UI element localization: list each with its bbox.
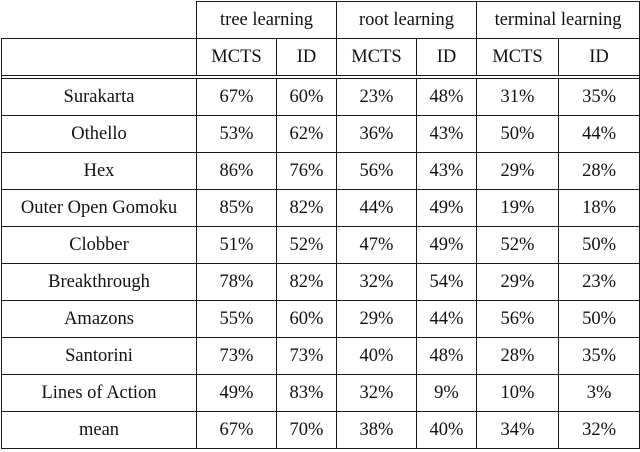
value-cell: 32% <box>336 263 417 301</box>
value-cell: 40% <box>336 337 417 375</box>
value-cell: 18% <box>558 189 640 227</box>
subheader-empty-cell <box>1 38 197 76</box>
value-cell: 29% <box>476 263 560 301</box>
value-cell: 50% <box>558 226 640 264</box>
value-cell: 78% <box>196 263 277 301</box>
header-corner <box>1 1 197 39</box>
game-name-cell: Breakthrough <box>1 263 197 301</box>
value-cell: 51% <box>196 226 277 264</box>
subheader-cell: ID <box>558 38 640 76</box>
value-cell: 67% <box>196 411 277 449</box>
value-cell: 82% <box>276 189 337 227</box>
game-name-cell: mean <box>1 411 197 449</box>
value-cell: 35% <box>558 78 640 116</box>
group-header-terminal-learning: terminal learning <box>476 1 640 39</box>
value-cell: 60% <box>276 78 337 116</box>
value-cell: 50% <box>558 300 640 338</box>
table-row: Outer Open Gomoku 85% 82% 44% 49% 19% 18% <box>1 189 640 227</box>
value-cell: 52% <box>276 226 337 264</box>
game-name-cell: Lines of Action <box>1 374 197 412</box>
table-row: Amazons 55% 60% 29% 44% 56% 50% <box>1 300 640 338</box>
value-cell: 34% <box>476 411 560 449</box>
value-cell: 52% <box>476 226 560 264</box>
value-cell: 28% <box>558 152 640 190</box>
table-row: Lines of Action 49% 83% 32% 9% 10% 3% <box>1 374 640 412</box>
group-header-row: tree learning root learning terminal lea… <box>1 1 640 39</box>
value-cell: 53% <box>196 115 277 153</box>
value-cell: 23% <box>558 263 640 301</box>
table-row: Hex 86% 76% 56% 43% 29% 28% <box>1 152 640 190</box>
table-row: Breakthrough 78% 82% 32% 54% 29% 23% <box>1 263 640 301</box>
game-name-cell: Othello <box>1 115 197 153</box>
subheader-cell: MCTS <box>336 38 417 76</box>
value-cell: 55% <box>196 300 277 338</box>
group-header-root-learning: root learning <box>335 1 478 39</box>
value-cell: 83% <box>276 374 337 412</box>
table-body: Surakarta 67% 60% 23% 48% 31% 35% Othello 53% 62%… <box>1 78 640 449</box>
game-name-cell: Clobber <box>1 226 197 264</box>
value-cell: 32% <box>558 411 640 449</box>
table-row: Clobber 51% 52% 47% 49% 52% 50% <box>1 226 640 264</box>
value-cell: 85% <box>196 189 277 227</box>
game-name-cell: Surakarta <box>1 78 197 116</box>
value-cell: 49% <box>415 189 478 227</box>
value-cell: 49% <box>196 374 277 412</box>
value-cell: 47% <box>336 226 417 264</box>
value-cell: 9% <box>415 374 478 412</box>
game-name-cell: Hex <box>1 152 197 190</box>
value-cell: 29% <box>336 300 417 338</box>
game-name-cell: Outer Open Gomoku <box>1 189 197 227</box>
value-cell: 38% <box>336 411 417 449</box>
value-cell: 70% <box>276 411 337 449</box>
value-cell: 44% <box>336 189 417 227</box>
value-cell: 48% <box>415 78 478 116</box>
table-row: Surakarta 67% 60% 23% 48% 31% 35% <box>1 78 640 116</box>
value-cell: 23% <box>336 78 417 116</box>
value-cell: 56% <box>476 300 560 338</box>
value-cell: 35% <box>558 337 640 375</box>
subheader-row: MCTS ID MCTS ID MCTS ID <box>1 38 640 76</box>
value-cell: 54% <box>415 263 478 301</box>
value-cell: 73% <box>196 337 277 375</box>
subheader-cell: MCTS <box>196 38 277 76</box>
value-cell: 62% <box>276 115 337 153</box>
value-cell: 10% <box>476 374 560 412</box>
value-cell: 36% <box>336 115 417 153</box>
value-cell: 32% <box>336 374 417 412</box>
value-cell: 50% <box>476 115 560 153</box>
value-cell: 86% <box>196 152 277 190</box>
subheader-cell: ID <box>415 38 478 76</box>
value-cell: 76% <box>276 152 337 190</box>
value-cell: 82% <box>276 263 337 301</box>
value-cell: 49% <box>415 226 478 264</box>
value-cell: 40% <box>415 411 478 449</box>
value-cell: 44% <box>415 300 478 338</box>
value-cell: 56% <box>336 152 417 190</box>
table-row: mean 67% 70% 38% 40% 34% 32% <box>1 411 640 449</box>
subheader-cell: MCTS <box>476 38 560 76</box>
table-row: Othello 53% 62% 36% 43% 50% 44% <box>1 115 640 153</box>
value-cell: 44% <box>558 115 640 153</box>
value-cell: 43% <box>415 115 478 153</box>
game-name-cell: Santorini <box>1 337 197 375</box>
value-cell: 28% <box>476 337 560 375</box>
value-cell: 48% <box>415 337 478 375</box>
group-header-tree-learning: tree learning <box>196 1 337 39</box>
subheader-cell: ID <box>276 38 337 76</box>
value-cell: 31% <box>476 78 560 116</box>
value-cell: 19% <box>476 189 560 227</box>
value-cell: 43% <box>415 152 478 190</box>
game-name-cell: Amazons <box>1 300 197 338</box>
value-cell: 29% <box>476 152 560 190</box>
value-cell: 60% <box>276 300 337 338</box>
value-cell: 67% <box>196 78 277 116</box>
value-cell: 3% <box>558 374 640 412</box>
table-row: Santorini 73% 73% 40% 48% 28% 35% <box>1 337 640 375</box>
value-cell: 73% <box>276 337 337 375</box>
